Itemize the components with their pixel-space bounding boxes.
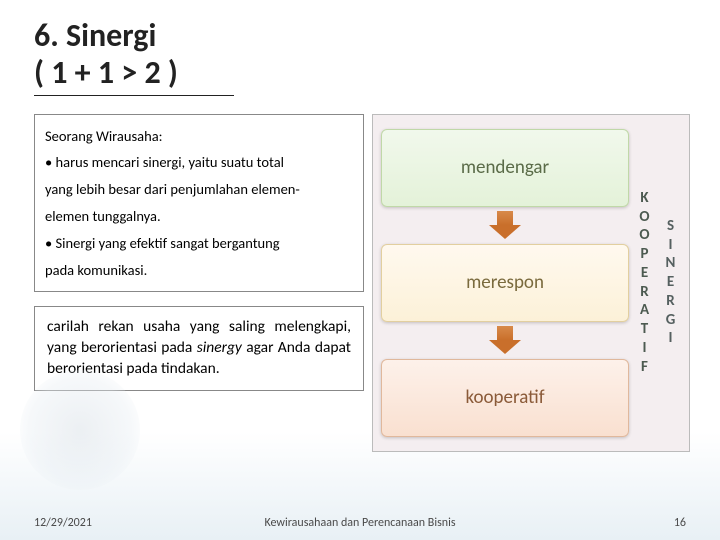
bullet-line: yang lebih besar dari penjumlahan elemen…: [45, 176, 353, 203]
down-arrow-icon: [489, 326, 521, 354]
vertical-label-sinergi: SINERGI: [661, 129, 681, 437]
bullet-line: • harus mencari sinergi, yaitu suatu tot…: [45, 149, 353, 176]
down-arrow-icon: [489, 211, 521, 239]
bullet-line: elemen tunggalnya.: [45, 203, 353, 230]
footer-date: 12/29/2021: [34, 516, 92, 530]
footer-page-number: 16: [674, 516, 686, 530]
title-block: 6. Sinergi ( 1 + 1 > 2 ): [0, 0, 720, 104]
definition-box: Seorang Wirausaha: • harus mencari siner…: [34, 114, 364, 293]
footer-title: Kewirausahaan dan Perencanaan Bisnis: [264, 516, 455, 530]
slide-title-line1: 6. Sinergi: [34, 18, 720, 55]
flow-step-mendengar: mendengar: [381, 129, 629, 207]
title-underline: [34, 95, 234, 96]
flow-column: mendengar merespon kooperatif: [381, 129, 629, 437]
bullet-line: pada komunikasi.: [45, 257, 353, 284]
vertical-label-kooperatif: KOOPERATIF: [635, 129, 655, 437]
intro-text: Seorang Wirausaha:: [45, 123, 353, 150]
background-watermark: [20, 370, 140, 490]
slide-title-line2: ( 1 + 1 > 2 ): [34, 55, 720, 92]
flow-step-kooperatif: kooperatif: [381, 359, 629, 437]
slide-footer: 12/29/2021 Kewirausahaan dan Perencanaan…: [0, 516, 720, 530]
bullet-line: • Sinergi yang efektif sangat bergantung: [45, 230, 353, 257]
advice-emphasis: sinergy: [197, 338, 242, 357]
diagram-panel: mendengar merespon kooperatif KOOPERATIF…: [372, 114, 690, 452]
flow-step-merespon: merespon: [381, 244, 629, 322]
